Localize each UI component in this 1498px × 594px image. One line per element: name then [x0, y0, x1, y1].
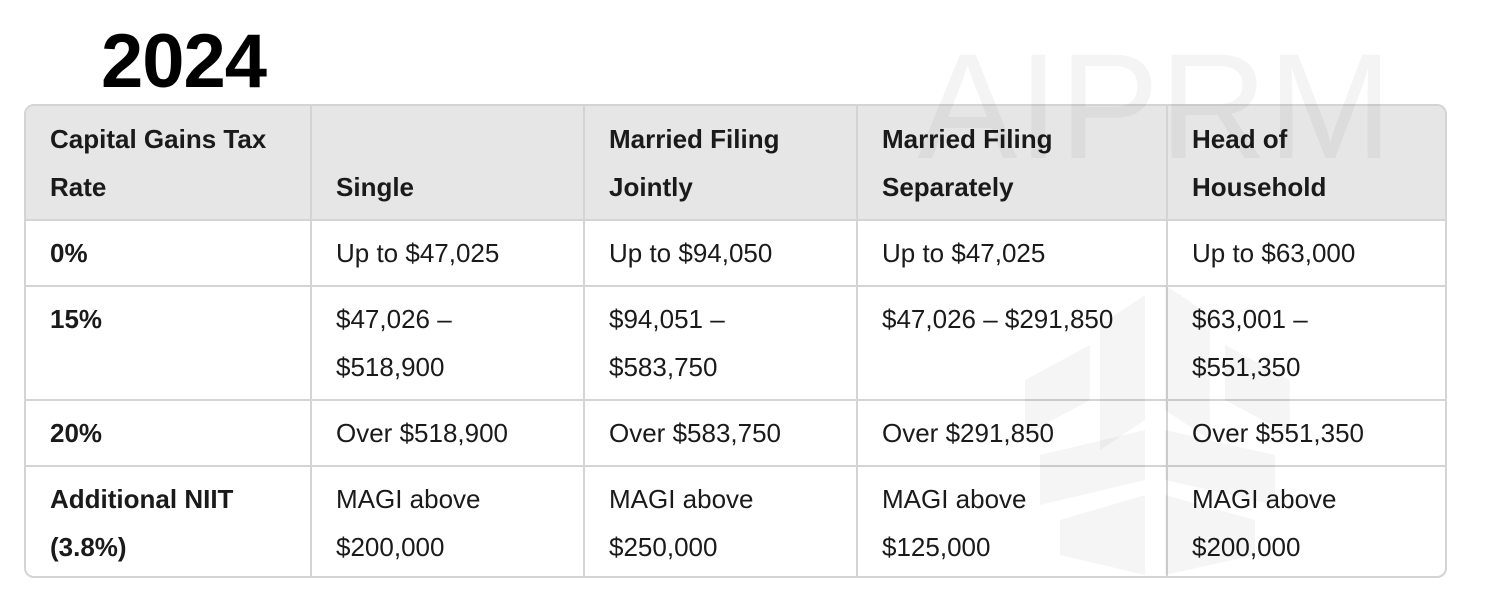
married-separately-cell: Over $291,850: [857, 400, 1168, 467]
married-separately-cell: MAGI above $125,000: [857, 466, 1168, 576]
married-jointly-cell: MAGI above $250,000: [584, 466, 858, 576]
married-jointly-cell: $94,051 – $583,750: [584, 286, 858, 401]
cell-text: Up to $94,050: [609, 238, 773, 268]
page-title: 2024: [101, 19, 267, 104]
single-cell: Up to $47,025: [311, 220, 585, 287]
married-separately-cell: Up to $47,025: [857, 220, 1168, 287]
cell-text: MAGI above: [1192, 484, 1337, 514]
table-header-row: Capital Gains Tax Rate Single Married Fi…: [26, 106, 1445, 221]
single-cell: Over $518,900: [311, 400, 585, 467]
header-line: Married Filing: [882, 124, 1053, 154]
single-cell: MAGI above $200,000: [311, 466, 585, 576]
rate-cell: Additional NIIT (3.8%): [26, 466, 312, 576]
header-capital-gains-tax-rate: Capital Gains Tax Rate: [26, 106, 312, 221]
rate-cell: 15%: [26, 286, 312, 401]
cell-text: $125,000: [882, 532, 991, 562]
married-jointly-cell: Up to $94,050: [584, 220, 858, 287]
cell-text: $94,051 –: [609, 304, 725, 334]
cell-text: MAGI above: [336, 484, 481, 514]
table-row: 15% $47,026 – $518,900 $94,051 – $583,75…: [26, 286, 1445, 401]
header-line: Household: [1192, 172, 1327, 202]
cell-text: $551,350: [1192, 352, 1301, 382]
married-separately-cell: $47,026 – $291,850: [857, 286, 1168, 401]
header-line: Married Filing: [609, 124, 780, 154]
cell-text: 15%: [50, 304, 103, 334]
cell-text: Over $551,350: [1192, 418, 1365, 448]
married-jointly-cell: Over $583,750: [584, 400, 858, 467]
cell-text: $200,000: [336, 532, 445, 562]
rate-cell: 20%: [26, 400, 312, 467]
header-head-of-household: Head of Household: [1167, 106, 1445, 221]
header-line: Separately: [882, 172, 1014, 202]
cell-text: $583,750: [609, 352, 718, 382]
cell-text: $200,000: [1192, 532, 1301, 562]
cell-text: Additional NIIT: [50, 484, 234, 514]
cell-text: $47,026 –: [336, 304, 452, 334]
cell-text: Up to $47,025: [882, 238, 1046, 268]
capital-gains-tax-table: Capital Gains Tax Rate Single Married Fi…: [26, 106, 1445, 576]
cell-text: $47,026 – $291,850: [882, 304, 1114, 334]
cell-text: $63,001 –: [1192, 304, 1308, 334]
cell-text: MAGI above: [882, 484, 1027, 514]
header-line: Head of: [1192, 124, 1288, 154]
head-of-household-cell: Over $551,350: [1167, 400, 1445, 467]
header-line: Rate: [50, 172, 107, 202]
table-row: Additional NIIT (3.8%) MAGI above $200,0…: [26, 466, 1445, 576]
cell-text: Up to $47,025: [336, 238, 500, 268]
table-row: 20% Over $518,900 Over $583,750 Over $29…: [26, 400, 1445, 467]
header-line: Capital Gains Tax: [50, 124, 267, 154]
head-of-household-cell: $63,001 – $551,350: [1167, 286, 1445, 401]
cell-text: Over $291,850: [882, 418, 1055, 448]
cell-text: $518,900: [336, 352, 445, 382]
cell-text: MAGI above: [609, 484, 754, 514]
table-row: 0% Up to $47,025 Up to $94,050 Up to $47…: [26, 220, 1445, 287]
head-of-household-cell: Up to $63,000: [1167, 220, 1445, 287]
cell-text: 0%: [50, 238, 88, 268]
cell-text: Over $583,750: [609, 418, 782, 448]
cell-text: (3.8%): [50, 532, 127, 562]
capital-gains-table-container: Capital Gains Tax Rate Single Married Fi…: [24, 104, 1447, 578]
header-single: Single: [311, 106, 585, 221]
header-line: Jointly: [609, 172, 693, 202]
header-married-filing-separately: Married Filing Separately: [857, 106, 1168, 221]
header-married-filing-jointly: Married Filing Jointly: [584, 106, 858, 221]
cell-text: Over $518,900: [336, 418, 509, 448]
single-cell: $47,026 – $518,900: [311, 286, 585, 401]
rate-cell: 0%: [26, 220, 312, 287]
cell-text: Up to $63,000: [1192, 238, 1356, 268]
header-line: Single: [336, 172, 415, 202]
head-of-household-cell: MAGI above $200,000: [1167, 466, 1445, 576]
cell-text: $250,000: [609, 532, 718, 562]
cell-text: 20%: [50, 418, 103, 448]
